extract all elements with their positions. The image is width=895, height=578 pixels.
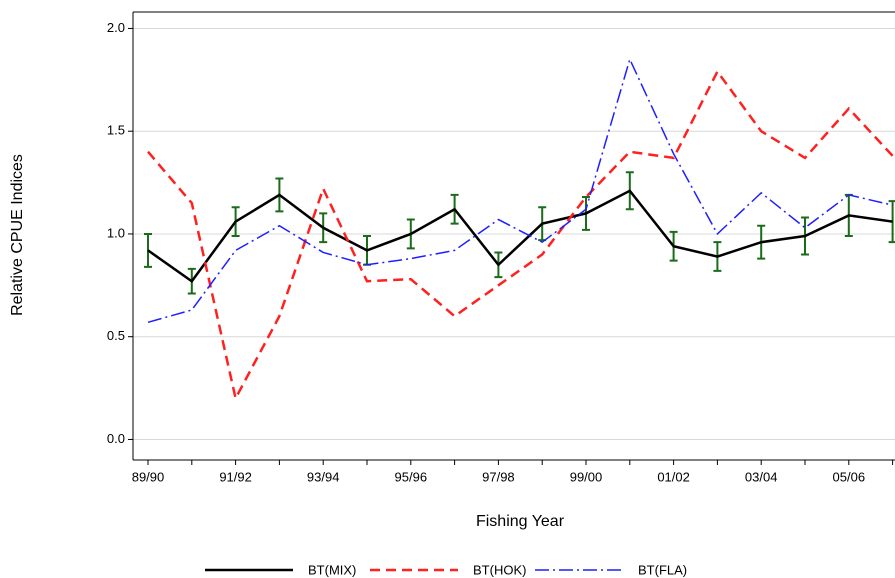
x-tick-label: 91/92 <box>219 469 252 484</box>
series-line <box>147 189 893 283</box>
x-tick-label: 03/04 <box>745 469 778 484</box>
x-tick-label: 05/06 <box>833 469 866 484</box>
x-axis-title: Fishing Year <box>476 513 565 530</box>
x-tick-label: 97/98 <box>482 469 515 484</box>
y-tick-label: 1.5 <box>107 123 125 138</box>
legend-label: BT(HOK) <box>473 562 526 577</box>
series-line <box>147 57 893 324</box>
y-axis-title: Relative CPUE Indices <box>9 154 26 316</box>
series-line <box>147 69 894 402</box>
y-tick-label: 0.0 <box>107 431 125 446</box>
x-tick-label: 89/90 <box>132 469 165 484</box>
legend-label: BT(FLA) <box>638 562 687 577</box>
x-tick-label: 01/02 <box>657 469 690 484</box>
y-tick-label: 2.0 <box>107 20 125 35</box>
x-tick-label: 99/00 <box>570 469 603 484</box>
x-tick-label: 95/96 <box>395 469 428 484</box>
y-tick-label: 1.0 <box>107 225 125 240</box>
y-tick-label: 0.5 <box>107 328 125 343</box>
x-tick-label: 93/94 <box>307 469 340 484</box>
legend-label: BT(MIX) <box>308 562 356 577</box>
